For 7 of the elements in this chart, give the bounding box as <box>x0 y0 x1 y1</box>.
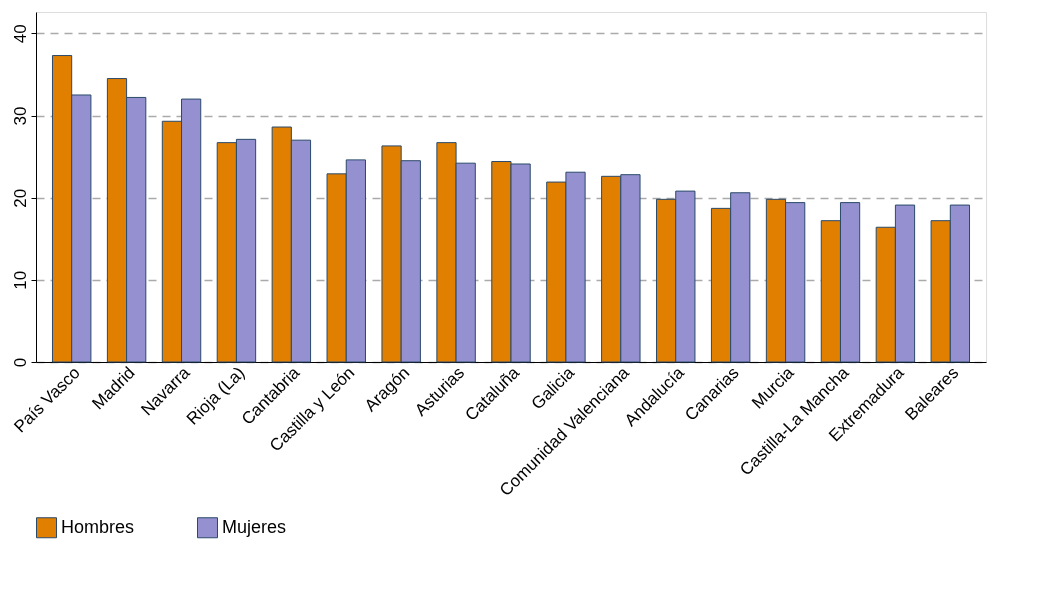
y-tick-label: 30 <box>10 106 30 126</box>
y-tick-label: 20 <box>10 188 30 208</box>
legend-label: Mujeres <box>222 516 287 537</box>
y-tick-label: 10 <box>10 270 30 290</box>
y-tick-label: 40 <box>10 24 30 44</box>
y-tick-label: 0 <box>10 357 30 368</box>
legend-label: Hombres <box>61 516 135 537</box>
